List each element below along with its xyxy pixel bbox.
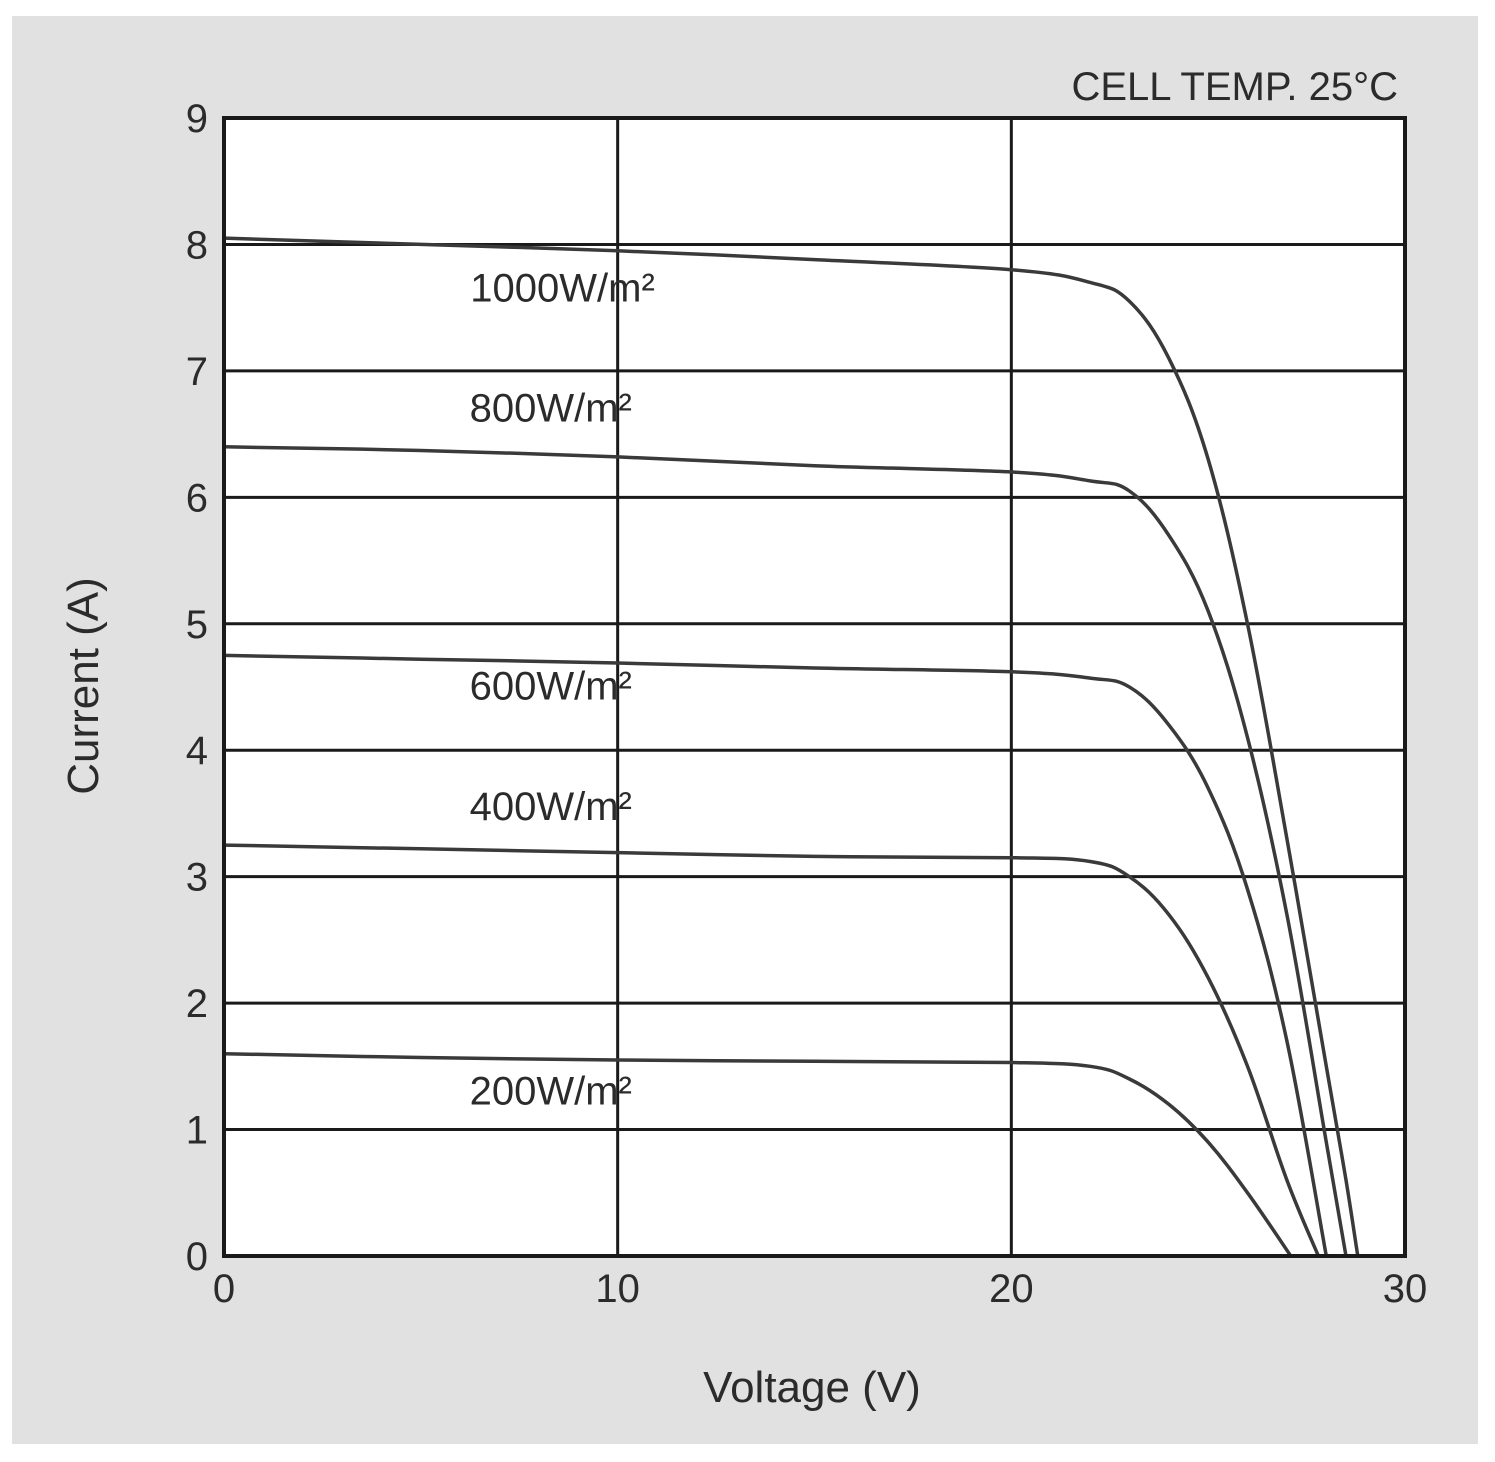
y-tick-label: 0 — [186, 1235, 208, 1279]
x-tick-labels: 0 10 20 30 — [213, 1267, 1427, 1311]
x-tick-label: 20 — [989, 1267, 1034, 1311]
x-tick-label: 30 — [1383, 1267, 1428, 1311]
y-tick-label: 9 — [186, 97, 208, 141]
series-curves — [222, 236, 1360, 1258]
y-tick-label: 8 — [186, 223, 208, 267]
x-tick-label: 10 — [595, 1267, 640, 1311]
y-tick-labels: 0 1 2 3 4 5 6 7 8 9 — [186, 97, 208, 1279]
series-line — [222, 653, 1329, 1258]
series-label: 800W/m² — [470, 386, 632, 430]
plot-area — [222, 116, 1407, 1258]
y-tick-label: 1 — [186, 1109, 208, 1153]
x-axis-title: Voltage (V) — [703, 1363, 921, 1412]
series-line — [222, 236, 1360, 1258]
y-tick-label: 3 — [186, 856, 208, 900]
series-label: 400W/m² — [470, 785, 632, 829]
series-label: 600W/m² — [470, 665, 632, 709]
y-tick-label: 4 — [186, 729, 208, 773]
series-labels: 1000W/m² 800W/m² 600W/m² 400W/m² 200W/m² — [470, 266, 655, 1113]
series-line — [222, 445, 1348, 1258]
y-tick-label: 5 — [186, 603, 208, 647]
plot-frame — [222, 116, 1407, 1258]
series-label: 200W/m² — [470, 1069, 632, 1113]
y-tick-label: 6 — [186, 476, 208, 520]
x-tick-label: 0 — [213, 1267, 235, 1311]
series-label: 1000W/m² — [470, 266, 655, 310]
y-tick-label: 2 — [186, 982, 208, 1026]
cell-temp-annotation: CELL TEMP. 25°C — [1071, 65, 1398, 109]
y-axis-title: Current (A) — [59, 577, 108, 795]
y-tick-label: 7 — [186, 350, 208, 394]
series-line — [222, 1051, 1293, 1258]
series-line — [222, 843, 1321, 1258]
